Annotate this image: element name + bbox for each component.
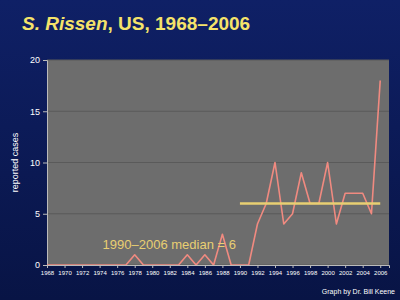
x-tick: 1976 [111,265,125,276]
x-tick-mark [328,265,329,268]
x-tick-mark [363,265,364,268]
y-axis-line [43,61,48,266]
x-tick-mark [187,265,188,268]
x-tick-label: 1982 [164,270,178,276]
y-tick: 10 [30,158,47,168]
x-tick-label: 1976 [111,270,125,276]
x-tick-label: 1986 [199,270,213,276]
y-tick-label: 0 [35,260,40,270]
series-line [47,81,380,266]
x-tick-label: 1972 [76,270,90,276]
x-tick-label: 1988 [216,270,230,276]
x-tick-mark [100,265,101,268]
x-axis-line [48,266,390,269]
x-tick: 1998 [304,265,318,276]
x-tick-mark [65,265,66,268]
chart: 0 5 10 15 20 19681970 19721974 1976 19781980 1982… [0,0,400,300]
x-tick-mark [205,265,206,268]
x-tick-mark [310,265,311,268]
x-tick-label: 2004 [357,270,371,276]
x-tick: 1972 [76,265,90,276]
y-tick-mark [43,60,47,61]
x-tick-label: 1998 [304,270,318,276]
x-tick-mark [170,265,171,268]
x-tick-label: 1990 [234,270,248,276]
x-tick-mark [82,265,83,268]
y-tick-mark [43,111,47,112]
x-tick-label: 1974 [93,270,107,276]
x-tick-mark [47,265,48,268]
x-tick: 2006 [374,265,388,276]
x-tick: 1970 [58,265,72,276]
x-axis: 19681970 19721974 1976 19781980 19821984 1986… [41,265,390,276]
x-tick-mark [222,265,223,268]
median-label: 1990–2006 median = 6 [103,237,236,252]
y-tick: 15 [30,107,47,117]
x-tick: 2004 [357,265,371,276]
x-tick: 2002 [339,265,353,276]
x-tick: 1978 [129,265,143,276]
x-tick: 1990 [234,265,248,276]
x-tick-label: 1968 [41,270,55,276]
x-tick-mark [275,265,276,268]
grid-line [47,111,389,112]
x-tick-label: 1992 [251,270,265,276]
x-tick-mark [345,265,346,268]
source-credit: Graph by Dr. Bill Keene [322,288,395,296]
x-tick-mark [240,265,241,268]
x-tick: 1988 [216,265,230,276]
y-tick-label: 10 [30,158,40,168]
x-tick: 1982 [164,265,178,276]
x-tick-mark [257,265,258,268]
marks [47,81,380,266]
y-axis-title: reported cases [10,132,20,192]
y-axis: 0 5 10 15 20 [30,55,48,270]
x-tick-label: 2000 [321,270,335,276]
x-tick-label: 1978 [129,270,143,276]
x-tick-label: 1996 [286,270,300,276]
x-tick: 1980 [146,265,160,276]
x-tick-label: 2002 [339,270,353,276]
x-tick: 2000 [321,265,335,276]
x-tick: 1994 [269,265,283,276]
grid-line [47,213,389,214]
x-tick: 1974 [93,265,107,276]
y-tick: 5 [35,209,47,219]
x-tick: 1992 [251,265,265,276]
x-tick-label: 2006 [374,270,388,276]
grid-line [47,60,389,61]
plot-area [47,60,389,265]
y-tick: 0 [35,260,47,270]
x-tick-mark [380,265,381,268]
y-tick-mark [43,163,47,164]
grid [47,60,389,265]
x-tick: 1968 [41,265,55,276]
title: S. Rissen, US, 1968–2006 [22,13,250,34]
x-tick: 1984 [181,265,195,276]
background [0,0,400,300]
median-line [240,202,380,205]
y-tick-mark [43,214,47,215]
x-tick-label: 1980 [146,270,160,276]
x-tick-mark [293,265,294,268]
x-tick-label: 1984 [181,270,195,276]
x-tick-label: 1994 [269,270,283,276]
grid-line [47,162,389,163]
x-tick-mark [117,265,118,268]
y-tick-mark [43,265,47,266]
x-tick-mark [152,265,153,268]
x-tick: 1986 [199,265,213,276]
y-tick-label: 20 [30,55,40,65]
y-tick-label: 15 [30,107,40,117]
x-tick: 1996 [286,265,300,276]
y-tick-label: 5 [35,209,40,219]
x-tick-mark [135,265,136,268]
y-tick: 20 [30,55,47,65]
x-tick-label: 1970 [58,270,72,276]
